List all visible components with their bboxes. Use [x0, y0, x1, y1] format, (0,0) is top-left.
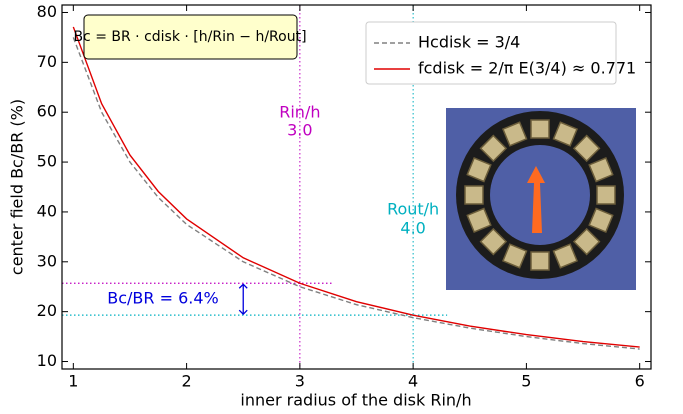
y-tick-label: 80: [37, 2, 57, 21]
y-axis-label: center field Bc/BR (%): [8, 99, 27, 275]
x-tick-label: 3: [295, 372, 305, 391]
radius-label-value: 3.0: [287, 121, 312, 140]
magnet: [479, 134, 508, 163]
radius-label-name: Rout/h: [387, 200, 439, 219]
magnet: [596, 185, 616, 205]
x-tick-label: 5: [521, 372, 531, 391]
magnet: [588, 207, 614, 233]
y-tick-label: 50: [37, 152, 57, 171]
magnet: [572, 227, 601, 256]
y-tick-label: 30: [37, 251, 57, 270]
magnet: [502, 121, 528, 147]
x-tick-label: 1: [68, 372, 78, 391]
x-tick-label: 6: [635, 372, 645, 391]
magnet: [466, 207, 492, 233]
magnet: [464, 185, 484, 205]
magnet: [530, 119, 550, 139]
magnet: [530, 251, 550, 271]
magnet: [502, 243, 528, 269]
x-axis-label: inner radius of the disk Rin/h: [240, 391, 471, 410]
plot-frame: [61, 4, 652, 370]
formula-box: [83, 14, 298, 60]
y-tick-label: 40: [37, 201, 57, 220]
radius-label-value: 4.0: [400, 219, 425, 238]
legend-box: [365, 21, 617, 85]
magnet: [552, 243, 578, 269]
ratio-label: Bc/BR = 6.4%: [107, 289, 218, 308]
series-line: [72, 37, 640, 350]
y-tick-label: 60: [37, 102, 57, 121]
magnet: [572, 134, 601, 163]
magnet: [552, 121, 578, 147]
arrow-head: [238, 283, 248, 316]
radius-label-name: Rin/h: [279, 103, 320, 122]
y-tick-label: 20: [37, 301, 57, 320]
series-line: [72, 26, 640, 348]
legend-label: Hcdisk = 3/4: [418, 33, 520, 52]
x-tick-label: 2: [182, 372, 192, 391]
formula: Bc = BR · cdisk · [h/Rin − h/Rout]: [73, 29, 306, 45]
y-tick-label: 70: [37, 52, 57, 71]
legend-label: fcdisk = 2/π E(3/4) ≈ 0.771: [418, 59, 636, 78]
magnet: [466, 157, 492, 183]
magnet: [479, 227, 508, 256]
y-tick-label: 10: [37, 351, 57, 370]
x-tick-label: 4: [408, 372, 418, 391]
magnet: [588, 157, 614, 183]
photo: [446, 108, 636, 290]
